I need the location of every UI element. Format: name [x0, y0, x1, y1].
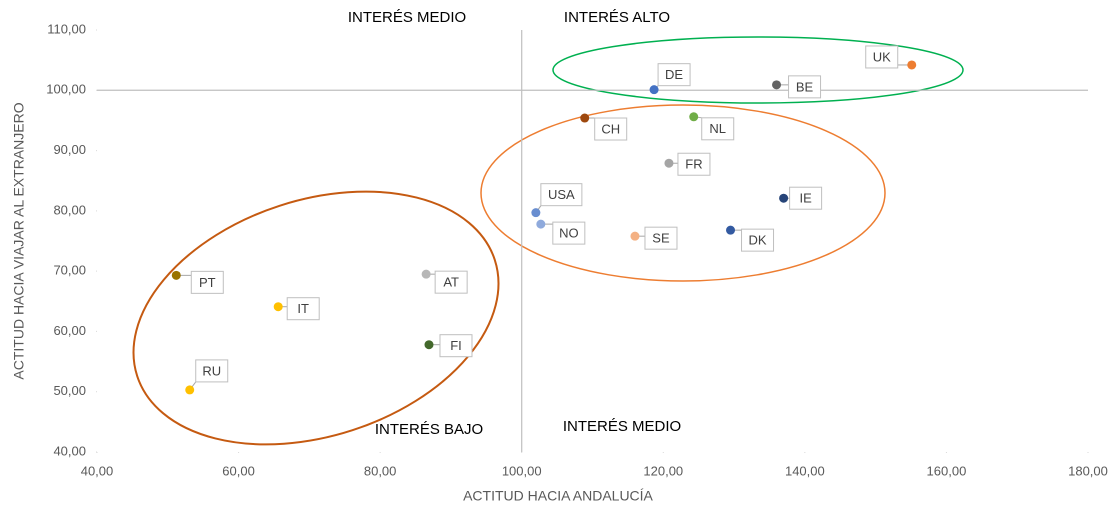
label-box	[195, 359, 229, 383]
point	[772, 80, 782, 90]
point-label: USA	[548, 187, 575, 202]
x-tick-label: 160,00	[927, 463, 967, 478]
label-box	[540, 183, 583, 207]
label-box	[789, 186, 823, 210]
label-box	[657, 63, 691, 87]
y-tick-label: 90,00	[53, 142, 86, 157]
point-label: DK	[749, 233, 767, 248]
x-tick-label: 120,00	[643, 463, 683, 478]
y-tick-label: 70,00	[53, 263, 86, 278]
annotation: INTERÉS ALTO	[564, 9, 670, 26]
label-box	[741, 228, 775, 252]
x-tick-label: 80,00	[364, 463, 397, 478]
point	[779, 193, 789, 203]
point-label: FI	[450, 338, 462, 353]
point	[536, 219, 546, 229]
medium-interest-ellipse	[480, 104, 886, 282]
y-tick-label: 50,00	[53, 383, 86, 398]
label-box	[439, 334, 473, 358]
point	[664, 158, 674, 168]
point	[273, 302, 283, 312]
label-box	[865, 45, 899, 69]
x-tick-label: 100,00	[502, 463, 542, 478]
x-tick-label: 60,00	[222, 463, 255, 478]
y-tick-label: 60,00	[53, 323, 86, 338]
point-label: AT	[443, 275, 459, 290]
point-label: UK	[873, 49, 891, 64]
point-label: NO	[559, 226, 579, 241]
label-box	[701, 117, 735, 141]
point-label: CH	[601, 121, 620, 136]
point-label: RU	[202, 363, 221, 378]
y-tick-label: 80,00	[53, 202, 86, 217]
point-label: NL	[709, 121, 726, 136]
label-box	[594, 117, 628, 141]
label-box	[190, 270, 224, 294]
point	[531, 208, 541, 218]
annotation: INTERÉS MEDIO	[348, 9, 466, 26]
x-tick-label: 140,00	[785, 463, 825, 478]
y-tick-label: 40,00	[53, 443, 86, 458]
low-interest-ellipse	[132, 190, 500, 446]
point	[424, 340, 434, 350]
annotation: INTERÉS BAJO	[375, 421, 483, 438]
label-box	[644, 226, 678, 250]
label-box	[552, 221, 586, 245]
point	[726, 225, 736, 235]
point	[421, 269, 431, 279]
label-box	[788, 75, 822, 99]
point	[580, 113, 590, 123]
point-label: PT	[199, 275, 216, 290]
label-box	[434, 270, 468, 294]
point	[689, 112, 699, 122]
point	[649, 85, 659, 95]
y-tick-label: 100,00	[46, 82, 86, 97]
x-tick-label: 180,00	[1068, 463, 1108, 478]
label-box	[677, 152, 711, 176]
point-label: IT	[297, 301, 309, 316]
point-label: BE	[796, 79, 814, 94]
point-label: SE	[652, 231, 670, 246]
point-label: FR	[685, 157, 702, 172]
x-tick-label: 40,00	[81, 463, 114, 478]
y-axis-title: ACTITUD HACIA VIAJAR AL EXTRANJERO	[11, 102, 27, 379]
y-tick-label: 110,00	[47, 21, 86, 36]
point	[185, 385, 195, 395]
label-box	[286, 297, 320, 321]
point	[630, 231, 640, 241]
point-label: IE	[799, 191, 812, 206]
point-label: DE	[665, 67, 683, 82]
annotation: INTERÉS MEDIO	[563, 418, 681, 435]
high-interest-ellipse	[552, 36, 964, 104]
x-axis-title: ACTITUD HACIA ANDALUCÍA	[463, 488, 653, 504]
point	[907, 60, 917, 70]
point	[171, 270, 181, 280]
